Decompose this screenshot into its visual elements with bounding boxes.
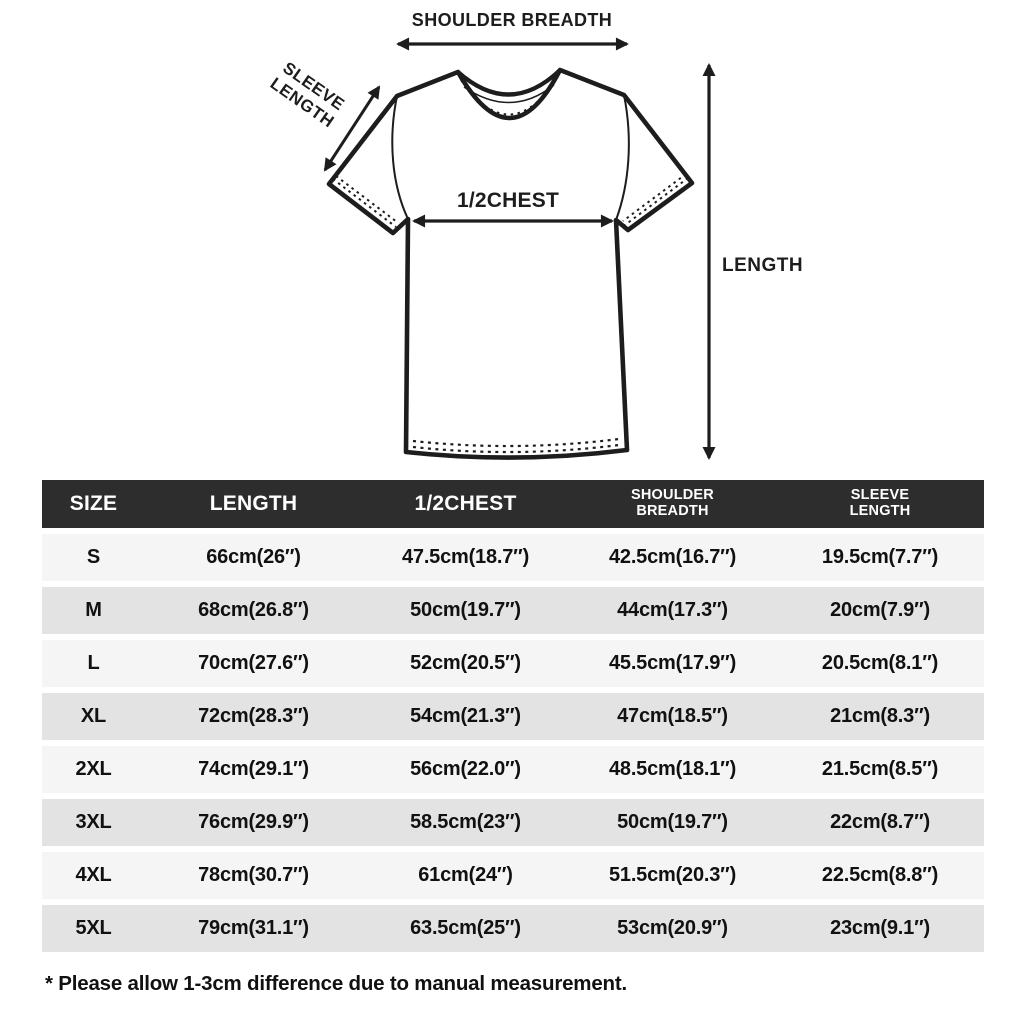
cell-length: 78cm(30.7″) [198, 864, 309, 886]
cell-size: 4XL [75, 864, 112, 886]
cell-sleeve-length: 20cm(7.9″) [830, 599, 930, 621]
left-cuff-stitch-dots [332, 175, 398, 228]
cell-sleeve-length: 20.5cm(8.1″) [821, 652, 939, 674]
cell-half-chest: 47.5cm(18.7″) [401, 546, 530, 568]
size-chart-body: S 66cm(26″) 47.5cm(18.7″) 42.5cm(16.7″) … [42, 534, 984, 952]
cell-size: 5XL [75, 917, 112, 939]
length-label: LENGTH [722, 255, 804, 276]
cell-length: 74cm(29.1″) [198, 758, 309, 780]
cell-sleeve-length: 22.5cm(8.8″) [821, 864, 939, 886]
measurement-disclaimer: * Please allow 1-3cm difference due to m… [45, 972, 627, 995]
cell-size: 2XL [75, 758, 112, 780]
table-row: L 70cm(27.6″) 52cm(20.5″) 45.5cm(17.9″) … [42, 640, 984, 687]
tshirt-measurement-diagram: SHOULDER BREADTH SLEEVE LENGTH 1/2CHEST … [0, 0, 1024, 480]
left-armhole-seam [391, 95, 409, 220]
cell-shoulder-breadth: 44cm(17.3″) [617, 599, 728, 621]
table-header-length: LENGTH [209, 491, 298, 515]
tshirt-diagram-svg [323, 37, 716, 460]
cell-size: S [86, 546, 101, 568]
cell-half-chest: 50cm(19.7″) [410, 599, 521, 621]
cell-sleeve-length: 21cm(8.3″) [830, 705, 930, 727]
cell-half-chest: 56cm(22.0″) [410, 758, 521, 780]
right-armhole-seam [615, 94, 630, 221]
table-header-sleeve-length: SLEEVE LENGTH [849, 487, 911, 519]
size-chart-header-row: SIZE LENGTH 1/2CHEST SHOULDER BREADTH SL… [42, 480, 984, 528]
cell-size: XL [80, 705, 107, 727]
collar-stitch-dots [460, 77, 558, 116]
cell-half-chest: 54cm(21.3″) [410, 705, 521, 727]
cell-half-chest: 52cm(20.5″) [410, 652, 521, 674]
table-row: M 68cm(26.8″) 50cm(19.7″) 44cm(17.3″) 20… [42, 587, 984, 634]
half-chest-label: 1/2CHEST [457, 189, 559, 212]
cell-shoulder-breadth: 48.5cm(18.1″) [608, 758, 737, 780]
cell-half-chest: 58.5cm(23″) [410, 811, 521, 833]
cell-size: L [87, 652, 100, 674]
cell-shoulder-breadth: 53cm(20.9″) [617, 917, 728, 939]
table-row: 2XL 74cm(29.1″) 56cm(22.0″) 48.5cm(18.1″… [42, 746, 984, 793]
table-header-shoulder-breadth: SHOULDER BREADTH [631, 487, 714, 519]
table-row: 4XL 78cm(30.7″) 61cm(24″) 51.5cm(20.3″) … [42, 852, 984, 899]
cell-size: 3XL [75, 811, 112, 833]
collar-inner-line [463, 84, 555, 104]
cell-shoulder-breadth: 51.5cm(20.3″) [608, 864, 737, 886]
cell-sleeve-length: 22cm(8.7″) [830, 811, 930, 833]
tshirt-outline [326, 67, 695, 460]
cell-shoulder-breadth: 42.5cm(16.7″) [608, 546, 737, 568]
cell-half-chest: 61cm(24″) [418, 864, 513, 886]
cell-shoulder-breadth: 50cm(19.7″) [617, 811, 728, 833]
cell-sleeve-length: 21.5cm(8.5″) [821, 758, 939, 780]
cell-size: M [85, 599, 102, 621]
collar-back-line [456, 68, 562, 97]
right-cuff-stitch-dots [622, 173, 689, 226]
cell-half-chest: 63.5cm(25″) [410, 917, 521, 939]
table-row: XL 72cm(28.3″) 54cm(21.3″) 47cm(18.5″) 2… [42, 693, 984, 740]
cell-length: 79cm(31.1″) [198, 917, 309, 939]
table-header-size: SIZE [69, 491, 118, 515]
cell-length: 66cm(26″) [206, 546, 301, 568]
table-row: S 66cm(26″) 47.5cm(18.7″) 42.5cm(16.7″) … [42, 534, 984, 581]
cell-sleeve-length: 19.5cm(7.7″) [821, 546, 939, 568]
shoulder-breadth-label: SHOULDER BREADTH [411, 10, 613, 30]
cell-shoulder-breadth: 45.5cm(17.9″) [608, 652, 737, 674]
cell-shoulder-breadth: 47cm(18.5″) [617, 705, 728, 727]
table-header-half-chest: 1/2CHEST [414, 491, 517, 515]
table-row: 3XL 76cm(29.9″) 58.5cm(23″) 50cm(19.7″) … [42, 799, 984, 846]
cell-length: 72cm(28.3″) [198, 705, 309, 727]
cell-length: 70cm(27.6″) [198, 652, 309, 674]
cell-length: 76cm(29.9″) [198, 811, 309, 833]
table-row: 5XL 79cm(31.1″) 63.5cm(25″) 53cm(20.9″) … [42, 905, 984, 952]
cell-sleeve-length: 23cm(9.1″) [830, 917, 930, 939]
cell-length: 68cm(26.8″) [198, 599, 309, 621]
size-chart-table: SIZE LENGTH 1/2CHEST SHOULDER BREADTH SL… [42, 480, 984, 952]
sleeve-length-arrow [323, 85, 381, 172]
hem-stitch-dots [412, 437, 620, 454]
